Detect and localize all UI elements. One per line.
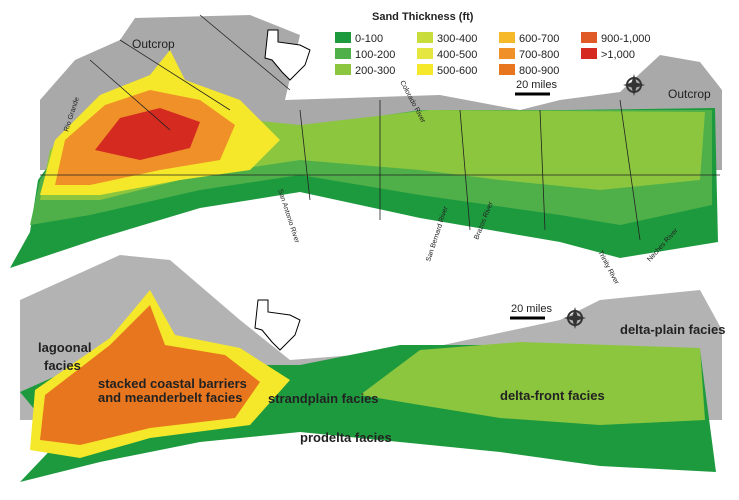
scale-label: 20 miles <box>516 79 557 91</box>
legend-title: Sand Thickness (ft) <box>372 11 474 23</box>
legend-label: 200-300 <box>355 65 395 77</box>
facies-label: facies <box>44 358 81 373</box>
legend-label: 500-600 <box>437 65 477 77</box>
texas-icon <box>254 299 301 351</box>
barrier-orange <box>40 305 260 445</box>
legend: 0-100 100-200 200-300 300-400 400-500 500-600… <box>335 32 651 77</box>
facies-label: delta-front facies <box>500 388 605 403</box>
river-label: San Antonio River <box>276 188 300 244</box>
legend-swatch <box>417 64 433 75</box>
legend-label: 0-100 <box>355 33 383 45</box>
legend-label: 100-200 <box>355 49 395 61</box>
legend-label: 900-1,000 <box>601 33 651 45</box>
texas-icon <box>264 29 311 81</box>
legend-label: 800-900 <box>519 65 559 77</box>
facies-label: and meanderbelt facies <box>98 390 243 405</box>
legend-swatch <box>581 48 597 59</box>
facies-label: stacked coastal barriers <box>98 376 247 391</box>
legend-label: 700-800 <box>519 49 559 61</box>
county-lines <box>40 14 720 241</box>
facies-label: lagoonal <box>38 340 91 355</box>
legend-swatch <box>335 48 351 59</box>
bottom-map <box>20 255 722 482</box>
north-arrow <box>564 307 586 329</box>
legend-swatch <box>335 64 351 75</box>
legend-swatch <box>417 32 433 43</box>
top-map <box>10 14 722 268</box>
legend-label: 600-700 <box>519 33 559 45</box>
legend-swatch <box>335 32 351 43</box>
scale-label: 20 miles <box>511 303 552 315</box>
legend-swatch <box>499 64 515 75</box>
legend-label: 300-400 <box>437 33 477 45</box>
facies-label: strandplain facies <box>268 391 379 406</box>
legend-swatch <box>417 48 433 59</box>
facies-label: prodelta facies <box>300 430 392 445</box>
outcrop-label: Outcrop <box>668 87 711 101</box>
outcrop-label: Outcrop <box>132 37 175 51</box>
legend-swatch <box>581 32 597 43</box>
legend-label: 400-500 <box>437 49 477 61</box>
delta-front-area <box>360 342 705 425</box>
legend-swatch <box>499 32 515 43</box>
legend-swatch <box>499 48 515 59</box>
facies-label: delta-plain facies <box>620 322 725 337</box>
legend-label: >1,000 <box>601 49 635 61</box>
north-arrow <box>623 74 645 96</box>
sand-1000 <box>95 108 200 160</box>
